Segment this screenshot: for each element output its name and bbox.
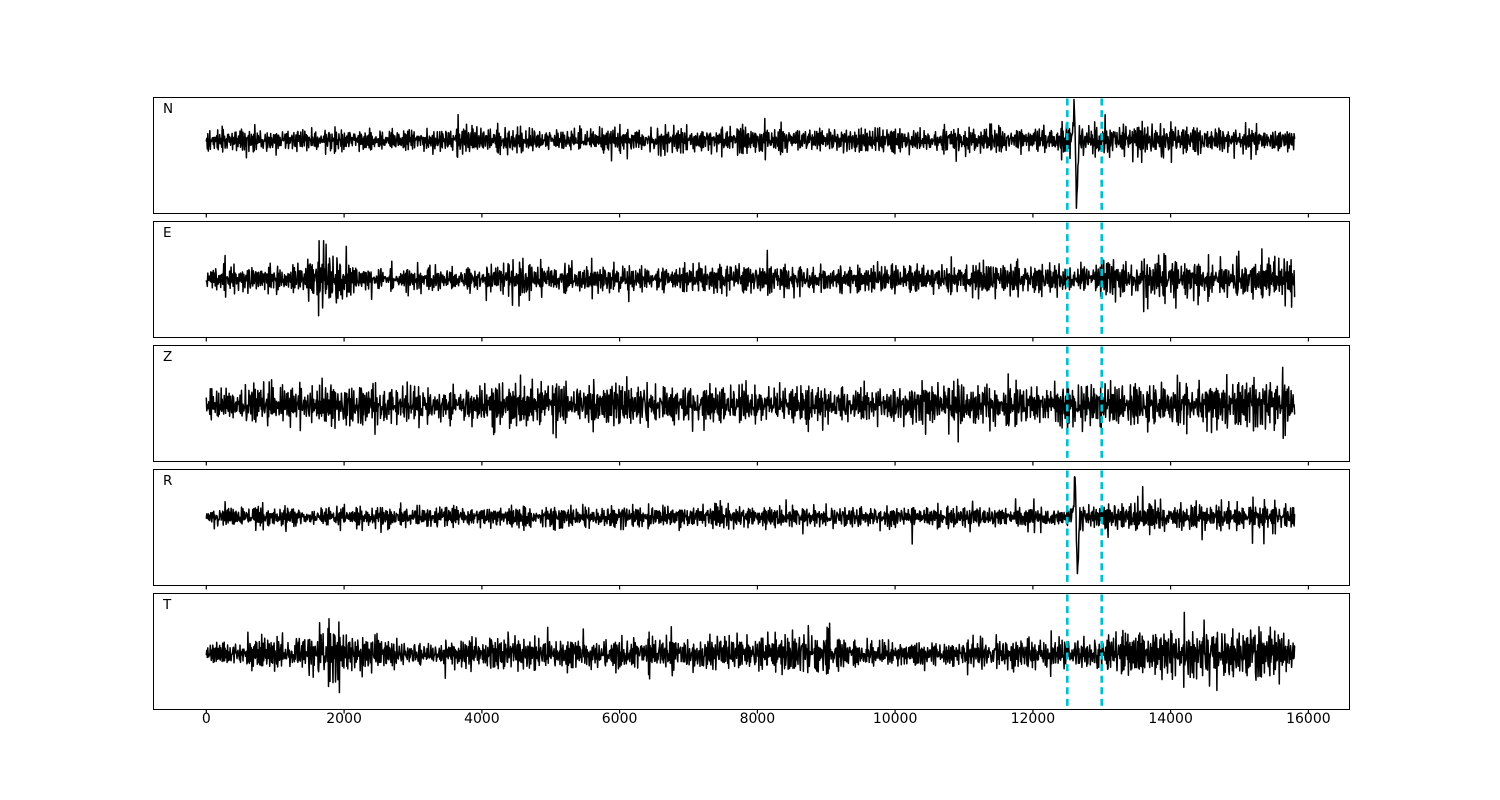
x-tick-label: 12000 xyxy=(1010,711,1056,727)
x-tick-label: 2000 xyxy=(326,711,362,727)
panel-label-z: Z xyxy=(163,349,173,365)
panel-n: N xyxy=(153,97,1350,218)
panel-r: R xyxy=(153,469,1350,590)
waveform-plot-n xyxy=(205,98,1310,218)
x-tick-label: 14000 xyxy=(1148,711,1193,727)
panel-label-e: E xyxy=(163,225,172,241)
x-tick-label: 4000 xyxy=(464,711,500,727)
panel-z: Z xyxy=(153,345,1350,466)
panel-label-r: R xyxy=(163,473,173,489)
x-tick-label: 6000 xyxy=(601,711,638,727)
panel-e: E xyxy=(153,221,1350,342)
waveform-plot-r xyxy=(205,470,1310,590)
trace-z xyxy=(205,366,1296,443)
panel-label-t: T xyxy=(163,597,172,613)
trace-e xyxy=(205,239,1296,317)
trace-r xyxy=(205,476,1296,575)
waveform-plot-e xyxy=(205,222,1310,342)
waveform-plot-z xyxy=(205,346,1310,466)
x-tick-label: 10000 xyxy=(872,711,918,727)
panel-label-n: N xyxy=(163,101,174,117)
trace-n xyxy=(205,98,1296,209)
waveform-plot-t xyxy=(205,594,1310,714)
x-tick-label: 8000 xyxy=(739,711,776,727)
x-axis-tick-labels: 0 2000 4000 6000 8000 10000 12000 14000 16000 xyxy=(154,711,1349,731)
x-tick-label: 0 xyxy=(201,711,211,727)
trace-t xyxy=(205,611,1296,694)
x-tick-label: 16000 xyxy=(1286,711,1331,727)
panel-t: T xyxy=(153,593,1350,714)
